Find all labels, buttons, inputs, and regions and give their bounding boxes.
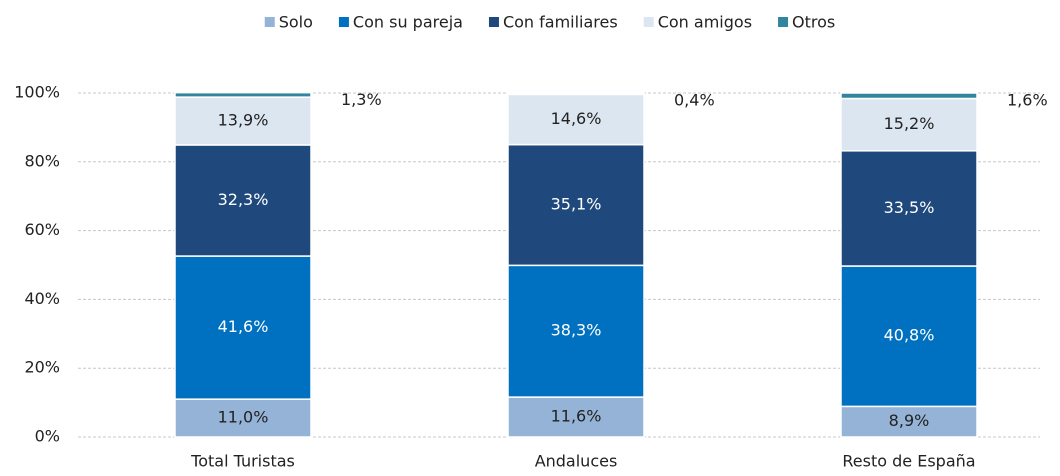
legend-swatch	[643, 17, 654, 27]
x-tick-label: Andaluces	[535, 452, 618, 471]
bar-segment	[174, 144, 312, 257]
legend-label: Otros	[792, 13, 835, 32]
bar-segment	[174, 91, 312, 98]
legend-swatch	[264, 17, 275, 27]
y-tick-label: 60%	[24, 220, 60, 239]
data-label: 41,6%	[218, 317, 269, 336]
data-label: 33,5%	[884, 198, 935, 217]
legend-swatch	[338, 17, 349, 27]
y-tick-label: 20%	[24, 358, 60, 377]
data-label: 0,4%	[674, 91, 715, 110]
x-tick-label: Total Turistas	[190, 452, 295, 471]
bar-segment	[840, 92, 978, 100]
data-label: 1,3%	[341, 90, 382, 109]
legend-label: Con su pareja	[353, 13, 463, 32]
bar-segment	[840, 150, 978, 267]
data-label: 1,6%	[1007, 91, 1048, 110]
bar-segment	[174, 398, 312, 438]
bar-segment	[507, 396, 645, 438]
data-label: 35,1%	[551, 194, 602, 213]
bar-segment	[507, 93, 645, 146]
data-label: 11,6%	[551, 407, 602, 426]
bar-segment	[507, 264, 645, 398]
legend-label: Solo	[279, 13, 313, 32]
bar-segment	[507, 92, 645, 96]
bar-segment	[174, 255, 312, 400]
y-tick-label: 80%	[24, 151, 60, 170]
legend-swatch	[778, 17, 789, 27]
data-label: 11,0%	[218, 408, 269, 427]
y-tick-label: 100%	[14, 83, 60, 102]
y-tick-label: 40%	[24, 289, 60, 308]
legend-swatch	[488, 17, 499, 27]
data-label: 8,9%	[889, 411, 930, 430]
legend-label: Con familiares	[503, 13, 618, 32]
data-label: 15,2%	[884, 114, 935, 133]
y-tick-label: 0%	[35, 427, 60, 446]
data-label: 38,3%	[551, 321, 602, 340]
bar-segment	[507, 143, 645, 267]
x-tick-label: Resto de España	[842, 452, 975, 471]
data-label: 13,9%	[218, 111, 269, 130]
bar-segment	[840, 265, 978, 408]
legend-label: Con amigos	[658, 13, 752, 32]
data-label: 14,6%	[551, 109, 602, 128]
data-label: 40,8%	[884, 326, 935, 345]
data-label: 32,3%	[218, 190, 269, 209]
